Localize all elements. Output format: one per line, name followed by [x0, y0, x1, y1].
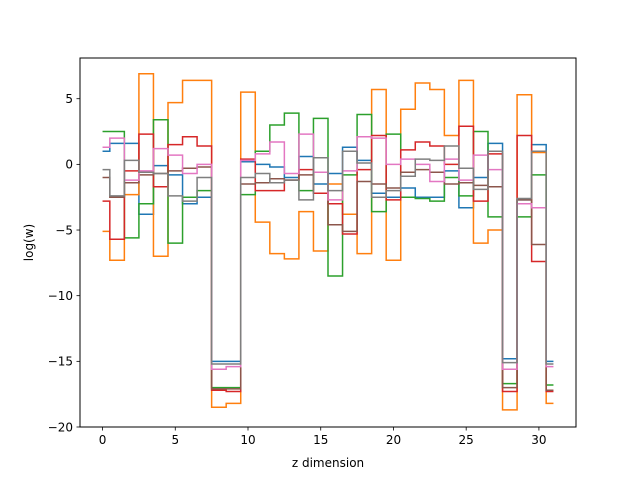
x-tick-label: 10: [240, 433, 255, 447]
series-line-3: [102, 112, 554, 389]
x-axis-label: z dimension: [292, 456, 364, 470]
x-tick-label: 20: [386, 433, 401, 447]
y-tick-label: −5: [55, 223, 73, 237]
x-tick-label: 0: [99, 433, 107, 447]
y-tick-label: 0: [65, 158, 73, 172]
series-layer: [102, 73, 554, 411]
plot-frame: [79, 57, 577, 428]
x-tick-label: 25: [459, 433, 474, 447]
series-line-7: [102, 145, 554, 365]
x-tick-label: 30: [531, 433, 546, 447]
y-tick-label: −15: [48, 355, 73, 369]
series-line-5: [102, 166, 554, 391]
y-tick-label: 5: [65, 92, 73, 106]
x-axis-ticks: 0 5 10 15 20 25 30: [99, 427, 547, 447]
x-tick-label: 5: [171, 433, 179, 447]
y-axis-label: log(w): [22, 224, 36, 261]
x-tick-label: 15: [313, 433, 328, 447]
y-tick-label: −10: [48, 289, 73, 303]
y-axis-ticks: −20 −15 −10 −5 0 5: [48, 92, 80, 434]
y-tick-label: −20: [48, 420, 73, 434]
